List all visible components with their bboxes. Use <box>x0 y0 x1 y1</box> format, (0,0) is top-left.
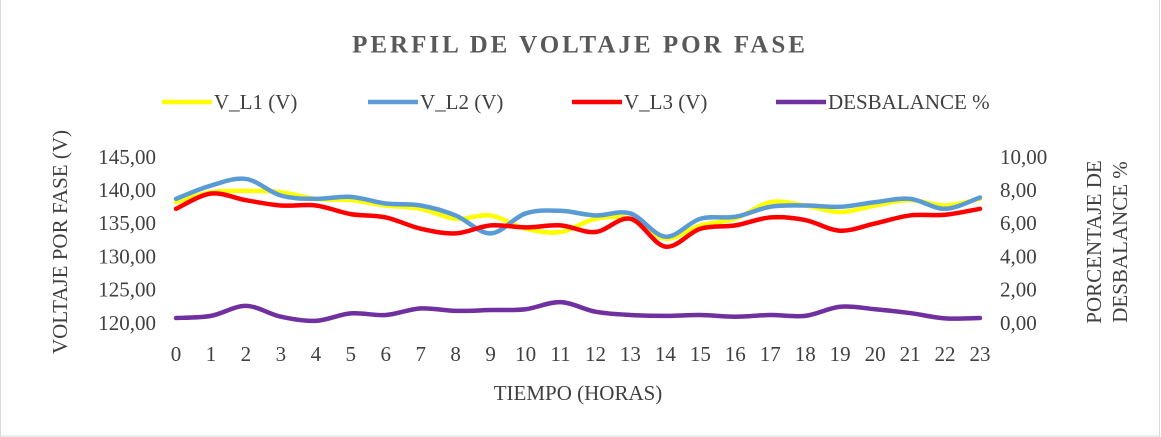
y2-tick-label: 10,00 <box>1000 145 1047 169</box>
x-tick-label: 22 <box>935 342 956 366</box>
series-line <box>173 176 983 239</box>
y2-tick-label: 0,00 <box>1000 311 1037 335</box>
y-tick-label: 120,00 <box>98 311 156 335</box>
x-tick-label: 18 <box>795 342 816 366</box>
y2-axis-title: PORCENTAJE DE <box>1082 160 1106 323</box>
x-tick-label: 4 <box>311 342 322 366</box>
x-tick-label: 5 <box>346 342 357 366</box>
y-tick-label: 125,00 <box>98 278 156 302</box>
y2-tick-label: 6,00 <box>1000 211 1037 235</box>
x-tick-label: 13 <box>620 342 641 366</box>
x-tick-label: 12 <box>585 342 606 366</box>
x-tick-label: 17 <box>760 342 781 366</box>
x-tick-label: 6 <box>380 342 391 366</box>
x-tick-label: 0 <box>171 342 182 366</box>
legend-label: DESBALANCE % <box>828 90 990 114</box>
x-axis-title: TIEMPO (HORAS) <box>494 381 663 405</box>
y-axis-title: VOLTAJE POR FASE (V) <box>48 130 72 354</box>
x-tick-label: 10 <box>515 342 536 366</box>
legend-label: V_L1 (V) <box>214 90 297 114</box>
chart-title: PERFIL DE VOLTAJE POR FASE <box>352 32 808 59</box>
x-tick-label: 8 <box>450 342 461 366</box>
y2-tick-label: 2,00 <box>1000 278 1037 302</box>
x-tick-label: 7 <box>415 342 426 366</box>
series-line <box>173 299 983 324</box>
x-tick-label: 1 <box>206 342 217 366</box>
legend-label: V_L2 (V) <box>420 90 503 114</box>
y2-axis-title: DESBALANCE % <box>1108 161 1132 323</box>
x-tick-label: 3 <box>276 342 287 366</box>
y2-tick-label: 8,00 <box>1000 178 1037 202</box>
legend-label: V_L3 (V) <box>624 90 707 114</box>
y-tick-label: 130,00 <box>98 244 156 268</box>
y-tick-label: 145,00 <box>98 145 156 169</box>
x-tick-label: 15 <box>690 342 711 366</box>
x-tick-label: 11 <box>550 342 570 366</box>
y-tick-label: 140,00 <box>98 178 156 202</box>
x-tick-label: 23 <box>970 342 991 366</box>
x-tick-label: 19 <box>830 342 851 366</box>
x-tick-label: 21 <box>900 342 921 366</box>
series-line <box>173 191 983 249</box>
x-tick-label: 20 <box>865 342 886 366</box>
y2-tick-label: 4,00 <box>1000 244 1037 268</box>
x-tick-label: 2 <box>241 342 252 366</box>
x-tick-label: 16 <box>725 342 746 366</box>
x-tick-label: 9 <box>485 342 496 366</box>
y-tick-label: 135,00 <box>98 211 156 235</box>
x-tick-label: 14 <box>655 342 677 366</box>
